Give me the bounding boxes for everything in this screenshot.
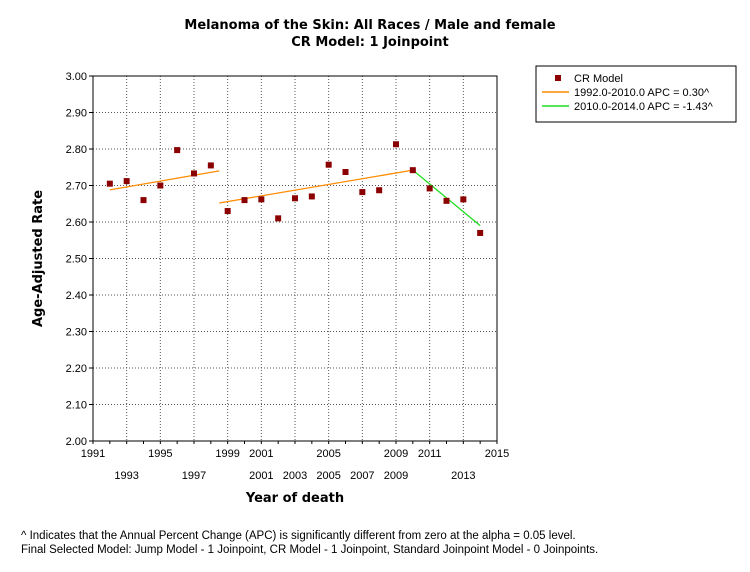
data-point [477,229,484,236]
legend-label-points: CR Model [574,73,623,85]
legend-box [535,65,737,123]
legend-point-swatch [555,75,561,81]
x-tick-label-upper: 2005 [316,448,340,460]
x-tick-label-lower: 2003 [283,470,307,482]
data-point [359,189,366,196]
y-tick-label: 2.90 [66,108,87,120]
x-tick-label-upper: 2011 [418,448,442,460]
x-tick-label-lower: 2001 [249,470,273,482]
x-tick-label-upper: 1991 [81,448,105,460]
x-tick-label-upper: 1999 [215,448,239,460]
data-point [393,141,399,148]
y-tick-label: 2.50 [66,254,87,266]
fit-line-series-0 [109,170,220,191]
data-point [241,197,248,204]
data-point [174,147,181,154]
data-point [275,215,282,222]
legend: CR Model 1992.0-2010.0 APC = 0.30^ 2010.… [535,65,737,123]
data-point [106,180,113,187]
data-point [157,182,164,189]
y-axis: 2.00 2.10 2.20 2.30 2.40 2.50 2.60 2.70 2.80 2.90… [66,71,93,448]
y-tick-label: 2.80 [66,144,87,156]
x-axis-title: Year of death [245,491,344,506]
y-tick-label: 2.30 [66,327,87,339]
x-tick-label-upper: 1995 [148,448,172,460]
y-tick-label: 2.00 [66,436,87,448]
footnote-line-1: ^ Indicates that the Annual Percent Chan… [21,530,576,542]
y-tick-label: 2.70 [66,181,87,193]
x-tick-label-upper: 2015 [485,448,509,460]
data-point [140,197,147,204]
chart-title: Melanoma of the Skin: All Races / Male a… [184,18,556,33]
data-points [106,141,484,236]
x-tick-label-lower: 1997 [182,470,206,482]
y-tick-label: 2.20 [66,363,87,375]
y-tick-label: 2.60 [66,217,87,229]
data-point [207,162,214,169]
x-tick-label-lower: 2009 [384,470,408,482]
data-point [224,208,231,215]
grid-layer [92,75,498,442]
footnote: ^ Indicates that the Annual Percent Chan… [21,529,598,557]
y-tick-label: 3.00 [66,71,87,83]
chart-title-block: Melanoma of the Skin: All Races / Male a… [0,17,750,51]
data-point [342,168,349,175]
fit-line-series-0 [219,169,413,204]
legend-label-series-1: 2010.0-2014.0 APC = -1.43^ [574,101,714,113]
data-point [460,196,467,203]
data-point [308,193,315,200]
x-tick-label-lower: 1993 [114,470,138,482]
data-point [292,195,298,202]
data-point [426,185,433,192]
x-tick-label-upper: 2009 [384,448,408,460]
x-tick-label-lower: 2005 [316,470,340,482]
y-tick-label: 2.10 [66,400,87,412]
y-tick-label: 2.40 [66,290,87,302]
chart-subtitle: CR Model: 1 Joinpoint [291,35,449,50]
x-tick-label-upper: 2001 [249,448,273,460]
x-tick-label-lower: 2007 [350,470,374,482]
data-point [258,196,265,203]
legend-label-series-0: 1992.0-2010.0 APC = 0.30^ [574,87,710,99]
data-point [123,178,130,185]
x-axis: 1991 1995 1999 2001 2005 2009 2011 2015 1993 1997… [81,441,509,482]
data-point [191,170,197,177]
x-tick-label-lower: 2013 [451,470,475,482]
data-point [376,187,383,194]
data-point [443,197,450,204]
data-point [409,167,416,174]
footnote-line-2: Final Selected Model: Jump Model - 1 Joi… [21,544,599,556]
data-point [325,161,332,168]
y-axis-title: Age-Adjusted Rate [31,190,46,327]
